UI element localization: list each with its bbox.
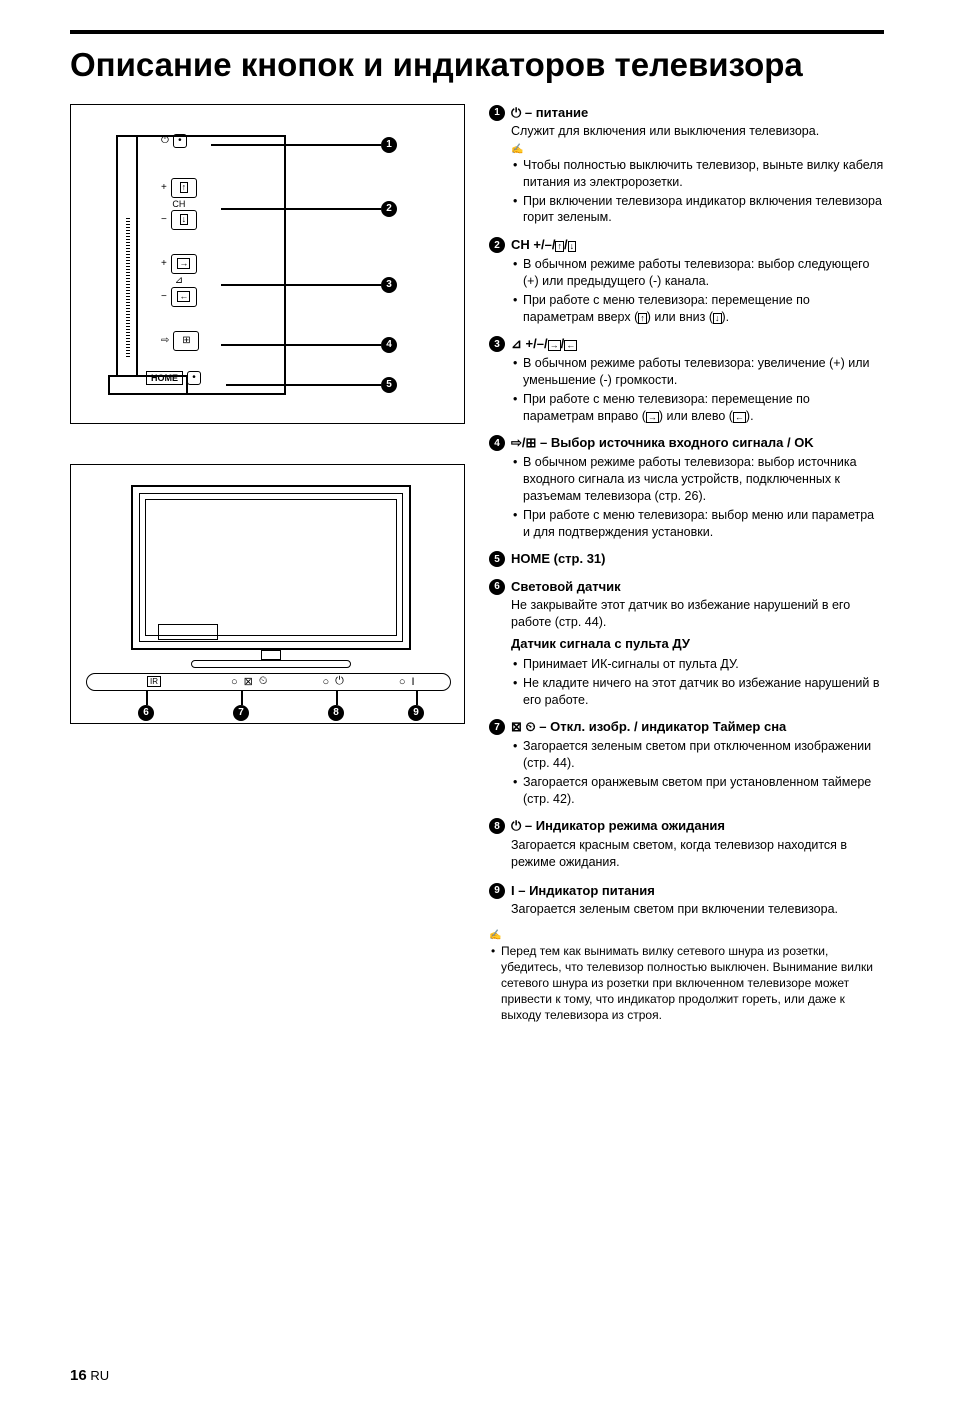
callout-8: 8 [328, 705, 344, 721]
callout-5: 5 [226, 377, 397, 393]
power-on-icon: I [411, 676, 414, 688]
vol-button-cluster: +→ ⊿ −← [161, 253, 197, 308]
power-icon: ⏻ [511, 105, 521, 120]
page-number: 16 RU [70, 1367, 109, 1384]
two-column-layout: ⏻ • 1 +↑ CH −↓ 2 +→ ⊿ −← [70, 104, 884, 1026]
input-button-cluster: ⇨ ⊞ [161, 330, 199, 352]
timer-icon: ⏲ [259, 675, 268, 688]
item-7: 7 ⊠ ⏲ – Откл. изобр. / индикатор Таймер … [489, 718, 884, 809]
callout-4: 4 [221, 337, 397, 353]
power-led: • [173, 134, 187, 148]
up-arrow-icon: ↑ [555, 241, 564, 252]
volume-icon: ⊿ [175, 275, 183, 286]
item-2: 2 CH +/–/↑/↓ В обычном режиме работы тел… [489, 236, 884, 327]
item-4: 4 ⇨/⊞ – Выбор источника входного сигнала… [489, 434, 884, 542]
tv-outline [116, 135, 286, 395]
home-button: HOME [146, 371, 183, 385]
picoff-icon: ⊠ [244, 675, 253, 688]
down-arrow-icon: ↓ [568, 241, 577, 252]
indicator-bar: IR ○ ⊠ ⏲ ○ ⏻ ○ I [86, 673, 451, 691]
standby-icon: ⏻ [335, 675, 344, 688]
left-column: ⏻ • 1 +↑ CH −↓ 2 +→ ⊿ −← [70, 104, 465, 1026]
callout-2: 2 [221, 201, 397, 217]
home-button-cluster: HOME • [146, 370, 201, 386]
left-arrow-icon: ← [564, 340, 577, 351]
ir-icon: IR [147, 676, 161, 687]
power-icon: ⏻ [161, 135, 169, 146]
item-1: 1 ⏻ – питание Служит для включения или в… [489, 104, 884, 228]
power-button-cluster: ⏻ • [161, 133, 187, 149]
callout-6: 6 [138, 705, 154, 721]
down-arrow-icon: ↓ [180, 214, 189, 225]
tv-front-outline [131, 485, 411, 650]
dot-8: ○ [322, 676, 329, 688]
page-title: Описание кнопок и индикаторов телевизора [70, 46, 884, 84]
note-icon: ✍ [511, 143, 884, 157]
item-6: 6 Световой датчик Не закрывайте этот дат… [489, 578, 884, 710]
ok-icon: ⊞ [182, 335, 190, 346]
ch-button-cluster: +↑ CH −↓ [161, 177, 197, 231]
item-3: 3 ⊿ +/–/→/← В обычном режиме работы теле… [489, 335, 884, 426]
standby-icon: ⏻ [511, 818, 521, 833]
callout-1: 1 [211, 137, 397, 153]
diagram-front-indicators: IR ○ ⊠ ⏲ ○ ⏻ ○ I 6 7 8 9 [70, 464, 465, 724]
right-arrow-icon: → [548, 340, 561, 351]
input-icon: ⇨ [161, 335, 169, 346]
heading-rule [70, 30, 884, 34]
callout-9: 9 [408, 705, 424, 721]
callout-3: 3 [221, 277, 397, 293]
up-arrow-icon: ↑ [180, 182, 189, 193]
item-9: 9 I – Индикатор питания Загорается зелен… [489, 882, 884, 921]
item-8: 8 ⏻ – Индикатор режима ожидания Загорает… [489, 817, 884, 873]
right-arrow-icon: → [177, 258, 190, 269]
footer-note: ✍ Перед тем как вынимать вилку сетевого … [489, 929, 884, 1023]
diagram-side-buttons: ⏻ • 1 +↑ CH −↓ 2 +→ ⊿ −← [70, 104, 465, 424]
note-icon: ✍ [489, 929, 884, 943]
right-column: 1 ⏻ – питание Служит для включения или в… [489, 104, 884, 1026]
callout-7: 7 [233, 705, 249, 721]
dot-9: ○ [399, 676, 406, 688]
left-arrow-icon: ← [177, 291, 190, 302]
item-5: 5 HOME (стр. 31) [489, 550, 884, 570]
dot-6: ○ [231, 676, 238, 688]
